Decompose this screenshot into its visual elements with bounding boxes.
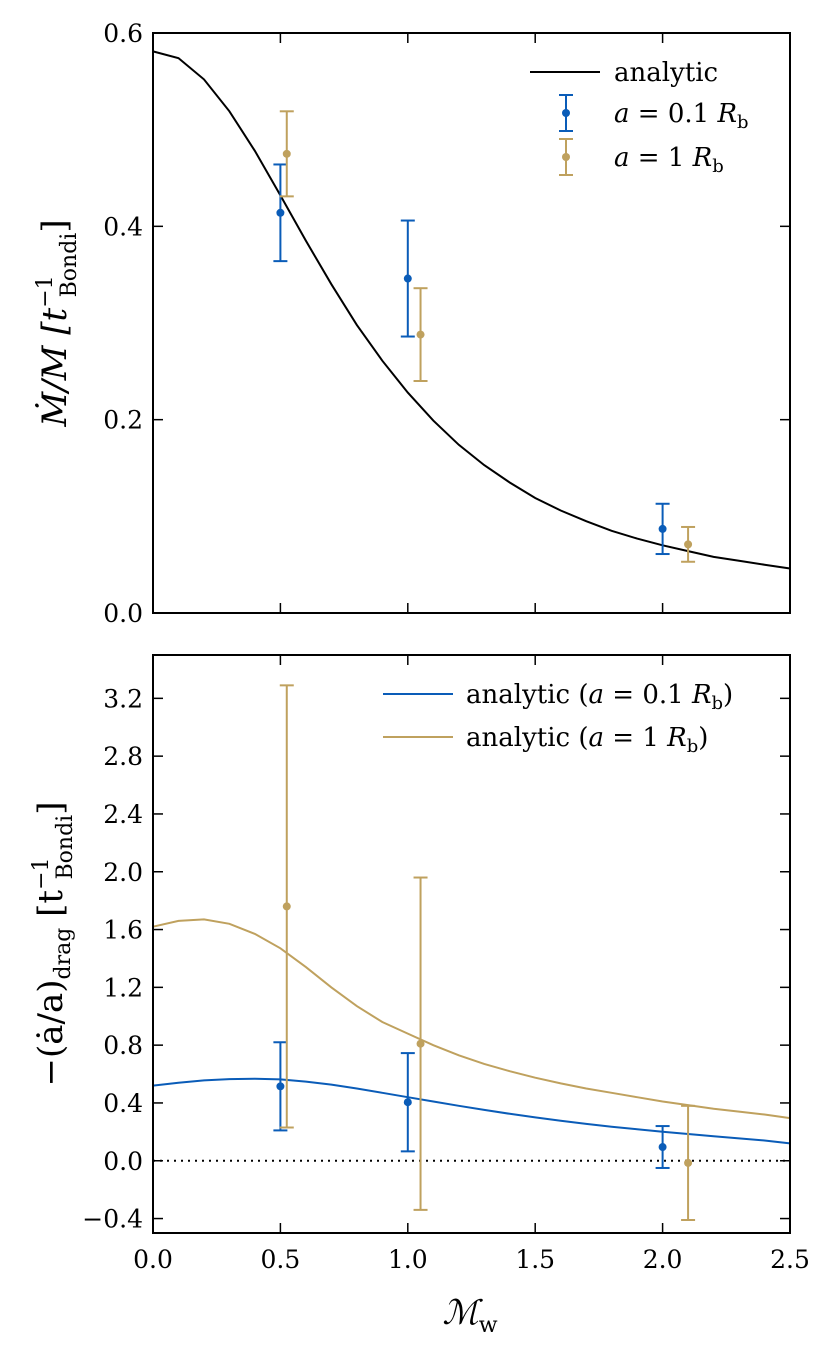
- top-ytick-label: 0.6: [103, 19, 143, 48]
- bottom-errorbar-series-2-point-1: [400, 1052, 415, 1153]
- data-point: [684, 540, 693, 549]
- data-point: [416, 330, 425, 339]
- bottom-plot-frame: [152, 654, 791, 1234]
- bottom-errorbar-series-3-point-1: [413, 876, 428, 1211]
- top-errorbar-series-2-point-2: [681, 525, 696, 563]
- data-point: [282, 149, 291, 158]
- top-errorbar-series-1-point-1: [400, 219, 415, 338]
- bottom-xtick-label: 1.0: [388, 1245, 428, 1274]
- data-point: [403, 1098, 412, 1107]
- bottom-ytick-label: 0.4: [103, 1089, 143, 1118]
- bottom-series-layer: [152, 684, 791, 1221]
- bottom-legend-label-a01: analytic (a = 0.1 Rb): [466, 680, 733, 714]
- top-line-series-0: [152, 50, 791, 570]
- data-point: [658, 524, 667, 533]
- bottom-xtick-label: 0.5: [261, 1245, 301, 1274]
- top-y-axis-label: Ṁ/M [t−1Bondi]: [33, 219, 82, 427]
- bottom-x-axis-label: ℳw: [442, 1293, 497, 1338]
- data-point: [403, 274, 412, 283]
- bottom-y-axis-label: −(ȧ/a)drag [t−1Bondi]: [29, 802, 78, 1087]
- bottom-line-series-0: [152, 1077, 791, 1145]
- bottom-ytick-label: 0.0: [103, 1147, 143, 1176]
- bottom-legend-label-a1: analytic (a = 1 Rb): [466, 723, 708, 757]
- data-point: [416, 1039, 425, 1048]
- bottom-ytick-label: 2.8: [103, 742, 143, 771]
- bottom-ytick-label: 3.2: [103, 684, 143, 713]
- data-point: [658, 1143, 667, 1152]
- top-series-layer: [152, 50, 791, 570]
- bottom-xtick-label: 0.0: [133, 1245, 173, 1274]
- data-point: [684, 1158, 693, 1167]
- bottom-ytick-label: −0.4: [82, 1205, 143, 1234]
- bottom-xtick-label: 2.5: [770, 1245, 810, 1274]
- bottom-ytick-label: 1.2: [103, 973, 143, 1002]
- top-panel: 0.0 0.2 0.4 0.6 Ṁ/M [t−1Bondi] analytic a =…: [33, 19, 791, 628]
- top-legend-label-analytic: analytic: [614, 58, 718, 88]
- bottom-xtick-label: 2.0: [643, 1245, 683, 1274]
- bottom-ytick-label: 2.0: [103, 858, 143, 887]
- top-errorbar-series-2-point-1: [413, 287, 428, 382]
- bottom-ytick-label: 1.6: [103, 916, 143, 945]
- data-point: [276, 208, 285, 217]
- bottom-errorbar-series-2-point-2: [655, 1125, 670, 1169]
- top-ytick-label: 0.0: [103, 599, 143, 628]
- bottom-ytick-label: 2.4: [103, 800, 143, 829]
- bottom-errorbar-series-3-point-0: [279, 684, 294, 1129]
- top-plot-frame: [152, 32, 791, 614]
- top-legend-label-a1: a = 1 Rb: [614, 143, 724, 177]
- bottom-xtick-label: 1.5: [515, 1245, 555, 1274]
- bottom-ytick-label: 0.8: [103, 1031, 143, 1060]
- bottom-legend: analytic (a = 0.1 Rb) analytic (a = 1 Rb…: [383, 680, 733, 757]
- top-legend-label-a01: a = 0.1 Rb: [614, 99, 749, 133]
- data-point: [276, 1082, 285, 1091]
- top-ticks-layer: 0.0 0.2 0.4 0.6: [103, 19, 791, 628]
- top-legend-marker-a01: [559, 94, 573, 132]
- top-legend-marker-a1: [559, 138, 573, 176]
- top-errorbar-series-1-point-2: [655, 502, 670, 556]
- top-errorbar-series-2-point-0: [279, 110, 294, 198]
- top-legend: analytic a = 0.1 Rb a = 1 Rb: [530, 58, 749, 177]
- top-ytick-label: 0.2: [103, 406, 143, 435]
- top-errorbar-series-1-point-0: [273, 163, 288, 263]
- bottom-errorbar-series-2-point-0: [273, 1041, 288, 1132]
- bottom-errorbar-series-3-point-2: [681, 1104, 696, 1221]
- bottom-ticks-layer: −0.4 0.0 0.4 0.8 1.2 1.6 2.0 2.4 2.8 3.2 0.0 0.5 1.0…: [82, 655, 810, 1274]
- data-point: [282, 902, 291, 911]
- bottom-panel: −0.4 0.0 0.4 0.8 1.2 1.6 2.0 2.4 2.8 3.2 0.0 0.5 1.0…: [29, 654, 810, 1338]
- top-ytick-label: 0.4: [103, 212, 143, 241]
- bottom-line-series-1: [152, 918, 791, 1120]
